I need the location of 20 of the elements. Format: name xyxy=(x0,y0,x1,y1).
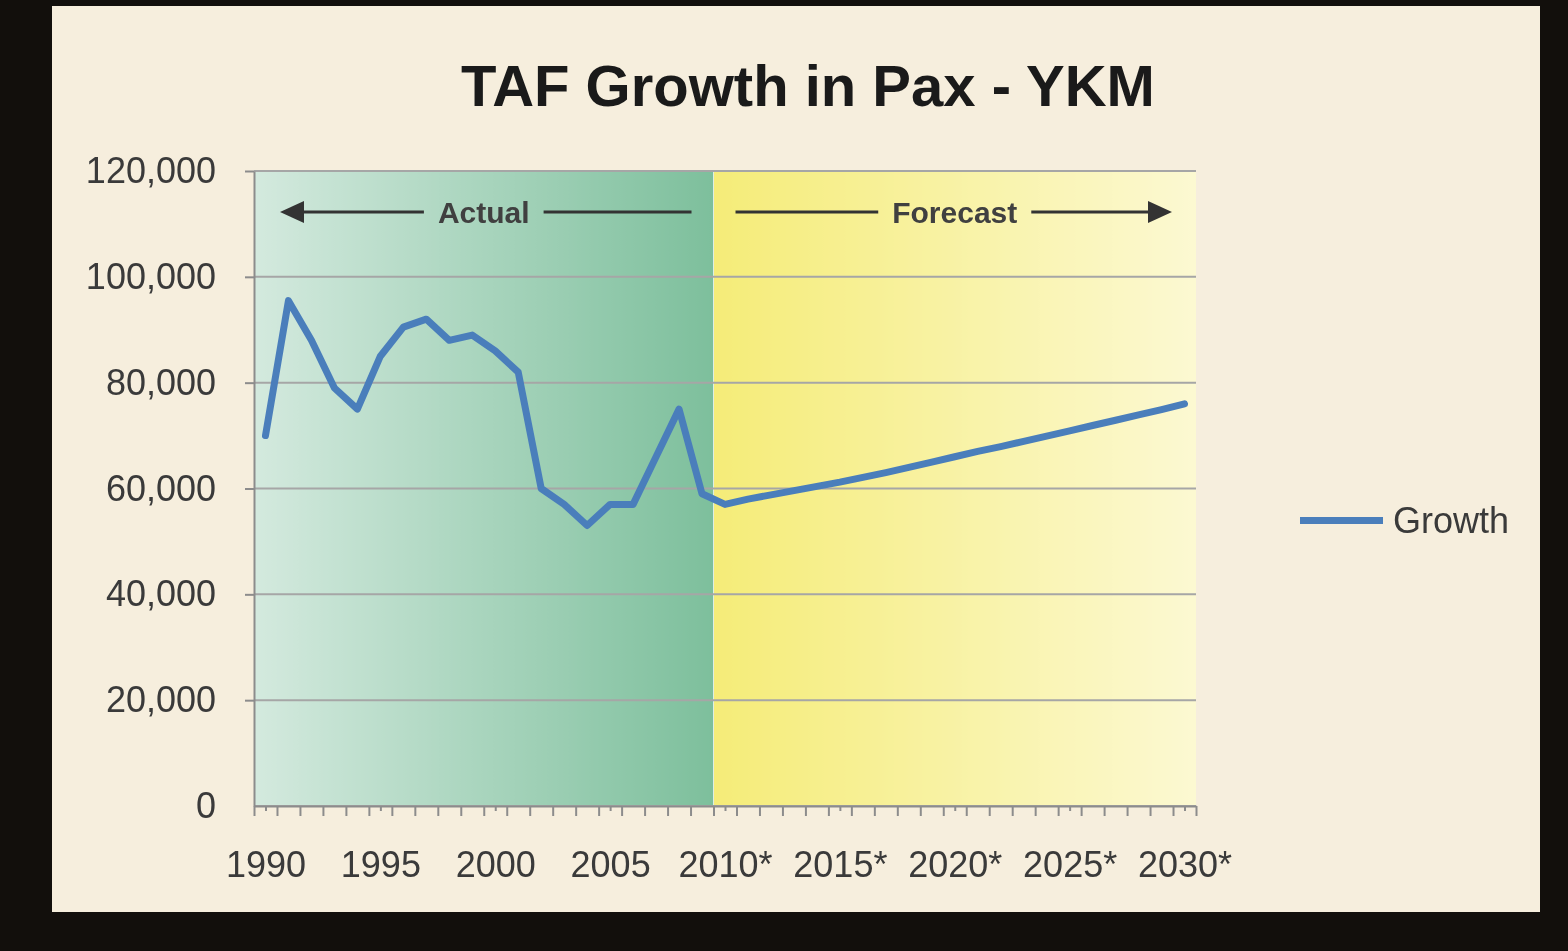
y-tick-label: 20,000 xyxy=(105,679,216,721)
band-label: Forecast xyxy=(892,195,1018,229)
legend-label: Growth xyxy=(1393,500,1510,542)
x-tick-label: 2010* xyxy=(678,843,773,885)
x-tick-label: 2000 xyxy=(455,843,536,885)
x-tick-label: 2030* xyxy=(1137,843,1233,885)
y-tick-label: 100,000 xyxy=(85,255,216,297)
x-tick-label: 1990 xyxy=(225,843,307,885)
chart-title: TAF Growth in Pax - YKM xyxy=(461,52,1155,118)
y-tick-label: 80,000 xyxy=(105,361,216,403)
x-tick-label: 2025* xyxy=(1023,843,1118,885)
y-tick-label: 0 xyxy=(195,785,216,827)
x-tick-label: 2015* xyxy=(793,843,888,885)
y-tick-label: 60,000 xyxy=(105,467,216,509)
x-tick-label: 2020* xyxy=(908,843,1003,885)
x-tick-label: 2005 xyxy=(570,843,651,885)
x-tick-label: 1995 xyxy=(340,843,421,885)
y-tick-label: 40,000 xyxy=(105,573,216,615)
band-label: Actual xyxy=(437,195,530,229)
y-tick-label: 120,000 xyxy=(85,150,216,192)
